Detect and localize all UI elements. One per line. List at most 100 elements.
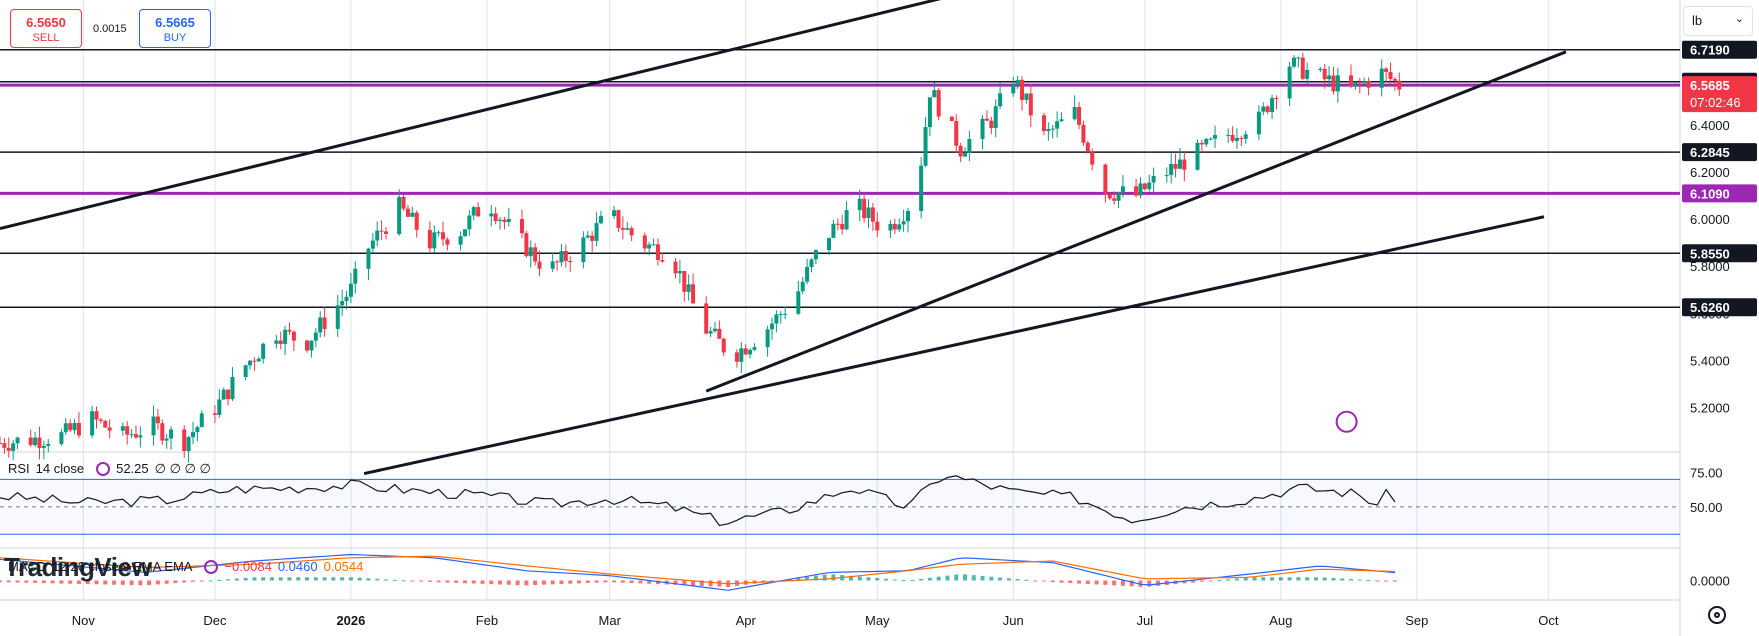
candle-body (625, 228, 630, 230)
candle-body (892, 223, 897, 230)
price-axis-tick-label: 6.4000 (1690, 118, 1730, 133)
macd-histogram-bar (594, 580, 599, 583)
macd-histogram-bar (647, 580, 652, 584)
candle-body (721, 338, 726, 353)
macd-histogram-bar (1313, 577, 1318, 581)
macd-histogram-bar (761, 580, 766, 583)
macd-histogram-bar (1085, 580, 1090, 584)
macd-histogram-bar (1103, 580, 1108, 585)
candle-body (612, 210, 617, 217)
candle-body (462, 229, 467, 237)
macd-histogram-bar (94, 580, 99, 585)
candle-body (717, 328, 722, 339)
signal-line (0, 555, 1395, 585)
candle-body (1120, 186, 1125, 193)
macd-histogram-bar (366, 578, 371, 581)
candle-body (164, 438, 169, 441)
macd-legend[interactable]: MACD 12 26 close 9 EMA EMA −0.0084 0.0460 0.… (8, 559, 369, 575)
candle-body (414, 212, 419, 230)
macd-histogram-bar (998, 577, 1003, 581)
candle-body (686, 284, 691, 292)
time-axis-label: Nov (72, 613, 96, 628)
candle-body (169, 429, 174, 439)
macd-histogram-bar (1050, 580, 1055, 583)
candle-body (502, 219, 507, 222)
macd-histogram-bar (15, 580, 20, 583)
macd-histogram-bar (892, 579, 897, 581)
candle-body (221, 389, 226, 400)
macd-histogram-bar (568, 580, 573, 584)
candle-body (1327, 75, 1332, 80)
candle-body (835, 223, 840, 225)
time-axis-label: Jun (1003, 613, 1024, 628)
candle-body (1305, 70, 1310, 79)
candle-body (1239, 138, 1244, 140)
candle-body (1041, 115, 1046, 132)
time-axis-label: Oct (1538, 613, 1559, 628)
time-axis-label: Sep (1405, 613, 1428, 628)
rsi-axis-label: 50.00 (1690, 500, 1723, 515)
candle-body (778, 314, 783, 316)
macd-histogram-bar (68, 580, 73, 584)
macd-histogram-bar (971, 575, 976, 581)
macd-histogram-bar (331, 577, 336, 581)
eye-icon[interactable] (96, 461, 111, 476)
candle-body (616, 210, 621, 228)
candle-body (291, 331, 296, 341)
candle-body (230, 377, 235, 400)
settings-icon[interactable] (1708, 606, 1726, 624)
candle-body (563, 251, 568, 261)
macd-histogram-bar (585, 580, 590, 583)
macd-histogram-bar (1077, 580, 1082, 584)
candle-body (248, 360, 253, 366)
rsi-axis-label: 75.00 (1690, 466, 1723, 481)
candle-body (191, 432, 196, 438)
macd-histogram-bar (875, 577, 880, 581)
unit-selector[interactable]: lb ⌄ (1683, 6, 1753, 36)
macd-histogram-bar (1199, 580, 1204, 582)
eye-icon[interactable] (204, 559, 219, 574)
macd-histogram-bar (1006, 578, 1011, 581)
trendline (705, 50, 1567, 393)
time-axis-label: Dec (203, 613, 227, 628)
candle-body (256, 358, 261, 362)
candle-body (642, 235, 647, 249)
macd-histogram-bar (919, 578, 924, 581)
candle-body (0, 442, 2, 444)
buy-button[interactable]: 6.5665 BUY (139, 9, 211, 48)
sell-button[interactable]: 6.5650 SELL (10, 9, 82, 48)
macd-histogram-bar (620, 580, 625, 583)
macd-histogram-bar (384, 579, 389, 581)
candle-body (1085, 142, 1090, 152)
time-axis-label: Mar (599, 613, 622, 628)
time-axis-label: May (865, 613, 890, 628)
macd-histogram-bar (33, 580, 38, 583)
macd-histogram-bar (296, 577, 301, 581)
macd-histogram-bar (1278, 577, 1283, 581)
trendline (363, 215, 1545, 476)
candle-body (857, 198, 862, 211)
macd-histogram-bar (963, 574, 968, 581)
macd-histogram-bar (1068, 580, 1073, 584)
macd-histogram-bar (805, 576, 810, 581)
candle-body (1349, 75, 1354, 86)
macd-histogram-bar (287, 577, 292, 581)
candle-body (445, 239, 450, 245)
candle-body (243, 365, 248, 378)
candle-body (813, 250, 818, 260)
candle-body (984, 118, 989, 121)
candle-body (783, 313, 788, 315)
rsi-legend[interactable]: RSI 14 close 52.25 ∅ ∅ ∅ ∅ (8, 461, 217, 477)
macd-histogram-bar (226, 579, 231, 581)
macd-histogram-bar (348, 577, 353, 581)
macd-histogram-bar (50, 580, 55, 584)
macd-histogram-bar (612, 580, 617, 583)
candle-body (528, 247, 533, 257)
candle-body (498, 219, 503, 222)
candle-body (919, 165, 924, 211)
macd-histogram-bar (6, 580, 11, 583)
candle-body (125, 426, 130, 435)
macd-histogram-bar (1340, 578, 1345, 581)
candle-body (6, 447, 11, 451)
